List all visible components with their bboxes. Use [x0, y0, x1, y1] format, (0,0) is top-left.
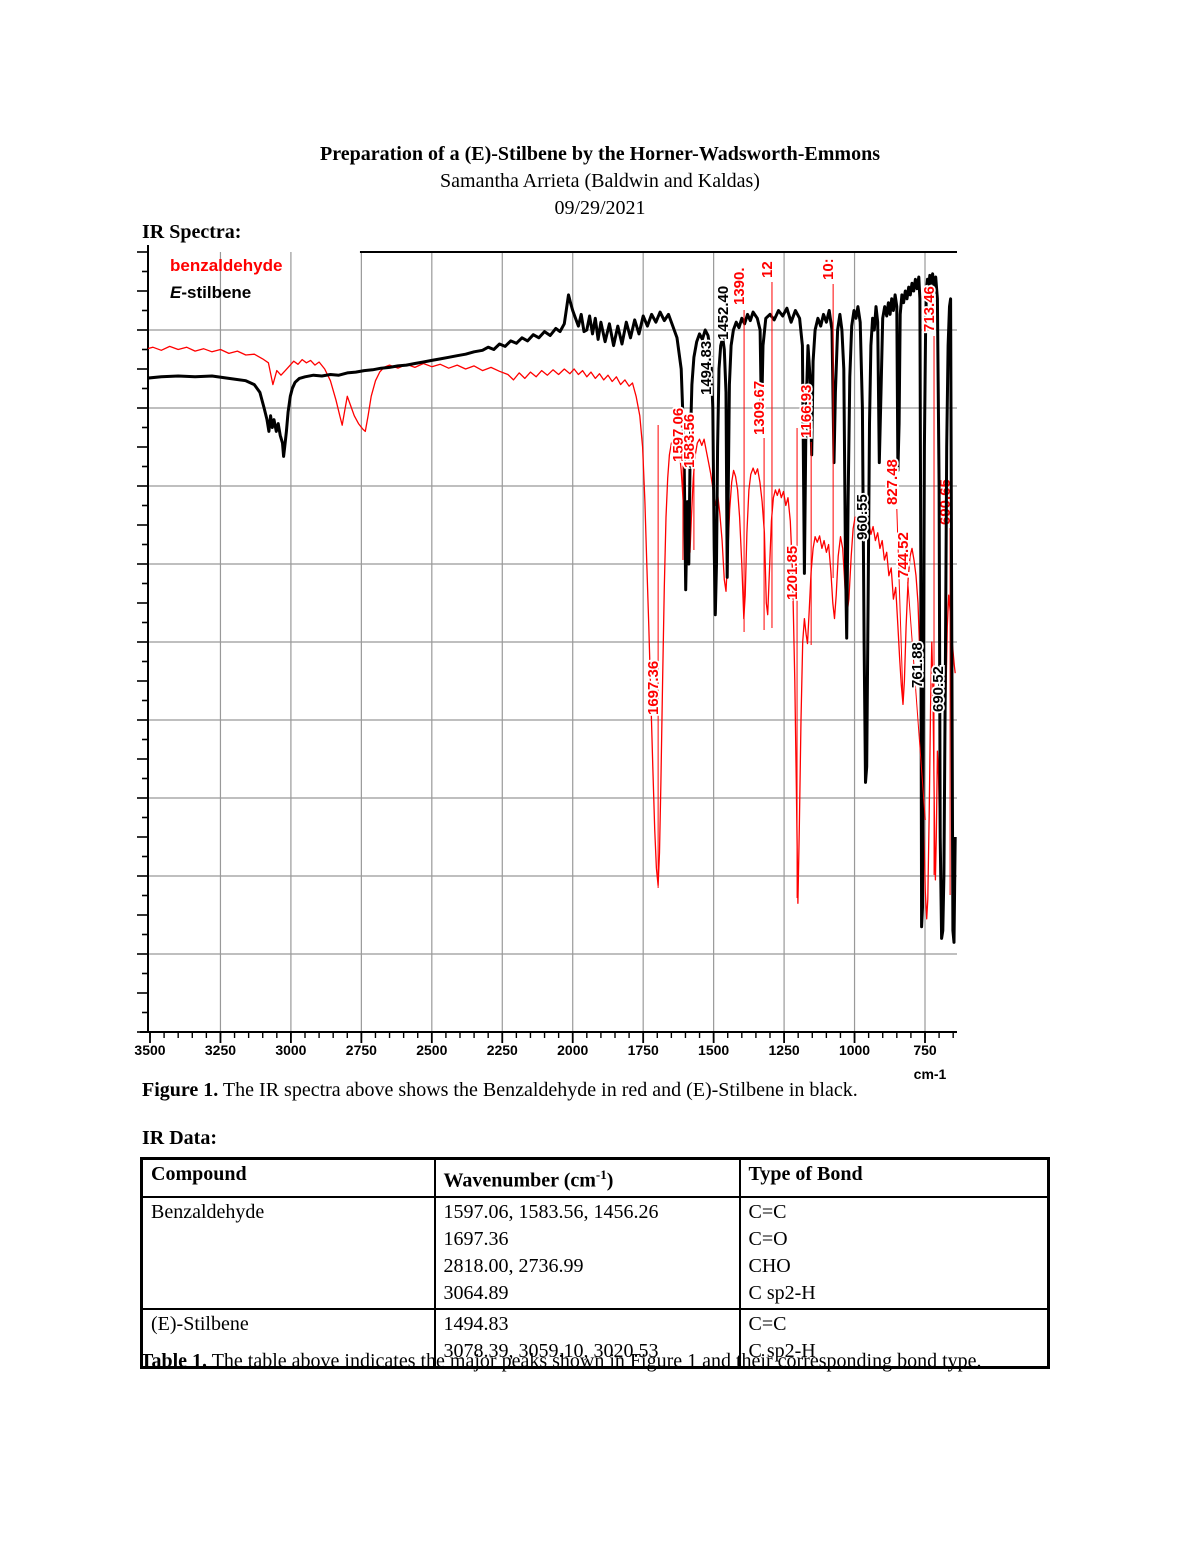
peak-label: 1309.67 [749, 379, 770, 630]
peak-label: 1201.85 [782, 428, 803, 898]
table-caption: Table 1. The table above indicates the m… [140, 1348, 1058, 1375]
peak-label: 761.88 [907, 640, 928, 689]
table-row: Benzaldehyde 1597.06, 1583.56, 1456.26 169… [140, 1195, 1050, 1310]
wavenumber-line: 3078.39, 3059.10, 3020.53 [443, 1339, 659, 1362]
table-row: (E)-Stilbene 1494.83 3078.39, 3059.10, 302… [140, 1307, 1050, 1369]
svg-text:1597.06: 1597.06 [670, 408, 687, 462]
svg-text:10:: 10: [820, 258, 837, 280]
table-caption-label: Table 1. [140, 1350, 208, 1372]
author-line: Samantha Arrieta (Baldwin and Kaldas) [440, 170, 760, 192]
x-tick-label: 2500 [416, 1042, 447, 1058]
svg-text:1201.85: 1201.85 [784, 546, 801, 600]
grid-lines [148, 251, 957, 1032]
bond-line: C=O [748, 1227, 788, 1250]
bond-line: CHO [748, 1254, 791, 1277]
ir-spectra-svg: 3500 3250 3000 2750 2500 2250 2000 1750 1500 1250… [134, 245, 957, 1082]
table-head: Compound Wavenumber (cm-1) Type of Bond [140, 1157, 1050, 1198]
x-tick-label: 1500 [698, 1042, 729, 1058]
bond-line: C=C [748, 1312, 787, 1335]
svg-text:744.52: 744.52 [895, 532, 912, 578]
figure-caption: Figure 1. The IR spectra above shows the… [142, 1077, 1042, 1103]
peak-label: 1166.93 [796, 383, 817, 645]
table-header-bond: Type of Bond [738, 1157, 1050, 1198]
peak-label: 1697.36 [643, 425, 664, 888]
svg-text:827.48: 827.48 [884, 459, 901, 505]
cell-compound: Benzaldehyde [140, 1195, 436, 1310]
page-title: Preparation of a (E)-Stilbene by the Hor… [320, 143, 880, 165]
table-caption-text: The table above indicates the major peak… [207, 1350, 982, 1372]
peak-label: 1390. [729, 266, 750, 632]
chart-legend: benzaldehyde E-stilbene [170, 256, 282, 302]
ir-spectra-chart: 3500 3250 3000 2750 2500 2250 2000 1750 1500 1250… [128, 243, 968, 1088]
peak-label: 12 [757, 260, 778, 628]
peak-label: 713.46 [919, 284, 940, 875]
cell-compound: (E)-Stilbene [140, 1307, 436, 1369]
svg-text:1583.56: 1583.56 [681, 414, 698, 468]
wavenumber-line: 2818.00, 2736.99 [443, 1254, 584, 1277]
peak-label: 827.48 [882, 457, 904, 701]
cell-wavenumbers: 1597.06, 1583.56, 1456.26 1697.36 2818.00,… [433, 1195, 741, 1310]
svg-text:12: 12 [759, 261, 776, 278]
svg-text:1452.40: 1452.40 [715, 286, 732, 340]
x-tick-label: 1250 [769, 1042, 800, 1058]
x-tick-label: 750 [913, 1042, 937, 1058]
peak-label: 1494.83 [696, 339, 717, 397]
x-tick-label: 2250 [487, 1042, 518, 1058]
table-header-row: Compound Wavenumber (cm-1) Type of Bond [140, 1157, 1050, 1198]
date-line: 09/29/2021 [554, 197, 646, 219]
x-axis-unit-label: cm-1 [914, 1066, 947, 1082]
wavenumber-line: 1697.36 [443, 1227, 509, 1250]
peak-label: 690.52 [928, 664, 949, 713]
ir-data-heading: IR Data: [142, 1127, 217, 1149]
ir-data-table: Compound Wavenumber (cm-1) Type of Bond Be… [140, 1157, 1050, 1369]
x-tick-label: 2000 [557, 1042, 588, 1058]
x-axis-tick-labels: 3500 3250 3000 2750 2500 2250 2000 1750 1500 1250… [134, 1042, 936, 1058]
axes [137, 245, 957, 1043]
peak-label: 744.52 [893, 530, 926, 821]
svg-text:1494.83: 1494.83 [698, 341, 715, 395]
bond-line: C sp2-H [748, 1339, 816, 1362]
x-tick-label: 3000 [275, 1042, 306, 1058]
peak-label: 10: [818, 257, 839, 578]
svg-text:761.88: 761.88 [909, 642, 926, 688]
title-block: Preparation of a (E)-Stilbene by the Hor… [0, 141, 1200, 222]
x-tick-label: 3500 [134, 1042, 165, 1058]
figure-caption-text: The IR spectra above shows the Benzaldeh… [218, 1079, 858, 1101]
peak-label: 960.55 [852, 492, 873, 541]
svg-text:1390.: 1390. [731, 267, 748, 305]
svg-text:690.52: 690.52 [930, 666, 947, 712]
legend-e-stilbene: E-stilbene [170, 283, 251, 302]
svg-text:1309.67: 1309.67 [751, 381, 768, 435]
peak-label: 1583.56 [679, 412, 700, 550]
figure-caption-label: Figure 1. [142, 1079, 219, 1101]
table-header-wavenumber: Wavenumber (cm-1) [433, 1157, 741, 1198]
x-tick-label: 3250 [205, 1042, 236, 1058]
peak-label: 1452.40 [713, 284, 734, 342]
wavenumber-line: 1597.06, 1583.56, 1456.26 [443, 1200, 659, 1223]
bond-line: C=C [748, 1200, 787, 1223]
legend-benzaldehyde: benzaldehyde [170, 256, 282, 275]
bond-line: C sp2-H [748, 1281, 816, 1304]
peak-label: 1597.06 [668, 406, 689, 560]
cell-wavenumbers: 1494.83 3078.39, 3059.10, 3020.53 [433, 1307, 741, 1369]
x-tick-label: 1000 [839, 1042, 870, 1058]
series-e-stilbene [148, 272, 957, 944]
x-tick-label: 2750 [346, 1042, 377, 1058]
plot-area: 690.651697.361597.061583.561494.831452.4… [148, 257, 957, 944]
svg-text:1166.93: 1166.93 [798, 385, 815, 438]
svg-text:1697.36: 1697.36 [645, 661, 662, 715]
table-body: Benzaldehyde 1597.06, 1583.56, 1456.26 169… [140, 1195, 1050, 1369]
wavenumber-line: 3064.89 [443, 1281, 509, 1304]
ir-data-table-wrap: Compound Wavenumber (cm-1) Type of Bond Be… [140, 1157, 1050, 1369]
x-tick-label: 1750 [628, 1042, 659, 1058]
svg-text:713.46: 713.46 [921, 286, 938, 332]
ir-spectra-heading: IR Spectra: [142, 221, 242, 243]
svg-text:960.55: 960.55 [854, 494, 871, 540]
cell-bonds: C=C C sp2-H [738, 1307, 1050, 1369]
table-header-compound: Compound [140, 1157, 436, 1198]
wavenumber-line: 1494.83 [443, 1312, 509, 1335]
cell-bonds: C=C C=O CHO C sp2-H [738, 1195, 1050, 1310]
